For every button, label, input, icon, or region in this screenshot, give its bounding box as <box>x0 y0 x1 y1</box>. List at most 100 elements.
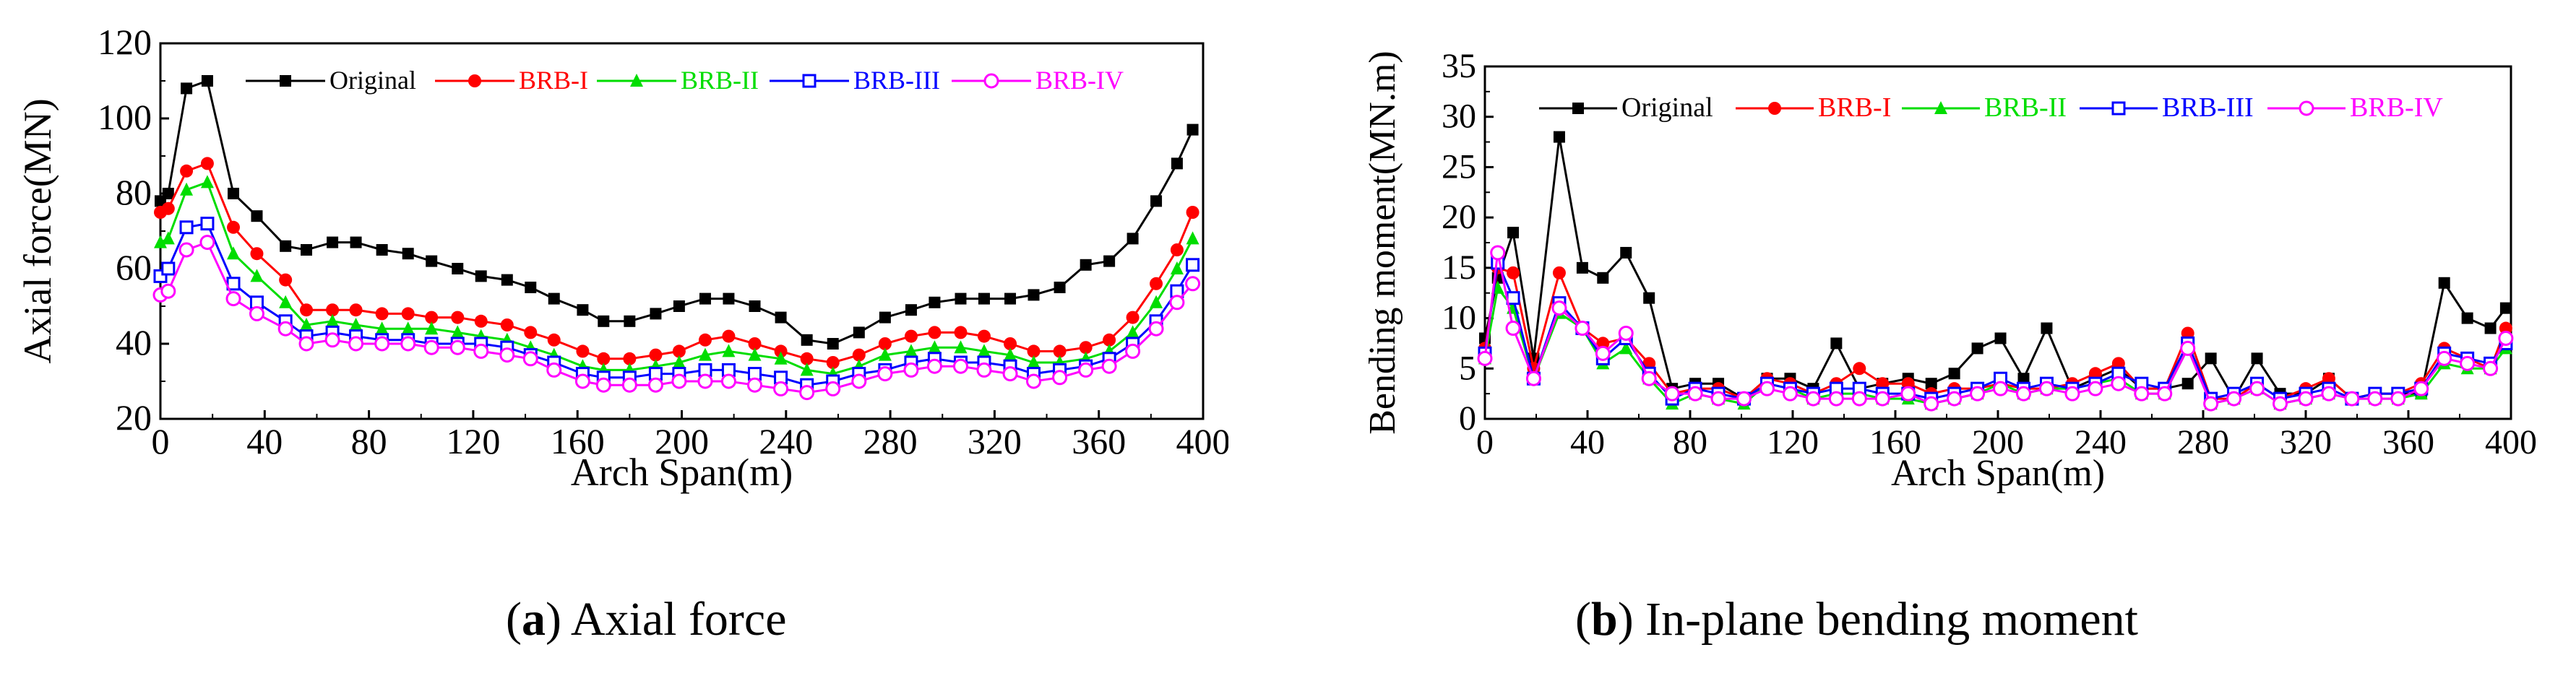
legend-entry: BRB-II <box>597 66 759 95</box>
data-point <box>501 274 513 286</box>
data-point <box>1552 266 1566 279</box>
data-point <box>1186 231 1199 245</box>
data-point <box>2088 381 2103 396</box>
data-point <box>227 246 241 260</box>
data-point <box>349 318 363 331</box>
data-point <box>1169 295 1185 311</box>
x-tick-label: 400 <box>2485 423 2537 461</box>
data-point <box>228 188 240 199</box>
data-point <box>2298 391 2314 407</box>
data-point <box>977 329 991 343</box>
y-axis-label: Axial force(MN) <box>16 98 59 363</box>
data-point <box>801 334 813 346</box>
data-point <box>1947 391 1963 407</box>
data-point <box>200 217 215 231</box>
data-point <box>402 248 414 260</box>
data-point <box>1664 386 1680 402</box>
y-tick-label: 20 <box>1442 198 1476 236</box>
legend-marker <box>802 74 817 88</box>
data-point <box>1148 321 1164 337</box>
data-point <box>852 348 866 362</box>
data-point <box>522 351 538 367</box>
data-point <box>250 247 264 261</box>
y-tick-label: 0 <box>1459 399 1476 438</box>
data-point <box>903 362 919 378</box>
series-brb-iii <box>1478 256 2513 406</box>
data-point <box>1553 131 1565 143</box>
x-tick-label: 40 <box>246 421 283 461</box>
data-point <box>1710 391 1726 407</box>
data-point <box>2205 352 2217 365</box>
data-point <box>200 175 214 188</box>
data-point <box>748 347 762 361</box>
data-point <box>928 326 942 339</box>
data-point <box>697 373 713 389</box>
data-point <box>2180 340 2196 356</box>
x-tick-label: 200 <box>655 421 709 461</box>
data-point <box>1828 391 1844 407</box>
data-point <box>1004 292 1017 305</box>
legend-label: BRB-III <box>853 66 940 95</box>
data-point <box>720 373 736 389</box>
data-point <box>349 303 363 317</box>
data-point <box>2249 381 2265 396</box>
data-point <box>201 75 213 87</box>
data-point <box>1170 261 1184 274</box>
y-tick-label: 80 <box>116 172 152 212</box>
axial-force-chart: 0 40 80 120 160 200 240 280 320 360 400 20 40 60 80 100… <box>16 22 1228 494</box>
data-point <box>1853 362 1866 376</box>
x-tick-label: 80 <box>1673 423 1707 461</box>
data-point <box>929 296 941 308</box>
data-point <box>160 283 176 299</box>
y-tick-label: 40 <box>116 322 152 363</box>
data-point <box>1993 381 2009 396</box>
data-point <box>401 321 415 335</box>
data-point <box>475 270 487 282</box>
data-point <box>1079 341 1093 355</box>
data-point <box>2321 386 2337 402</box>
data-point <box>374 336 390 352</box>
caption-a: (a) Axial force <box>506 593 787 646</box>
data-point <box>904 329 918 343</box>
data-point <box>451 325 465 339</box>
data-point <box>1620 246 1632 259</box>
data-point <box>473 343 489 359</box>
data-point <box>1618 325 1634 341</box>
x-tick-label: 120 <box>1767 423 1819 461</box>
x-tick-label: 320 <box>968 421 1022 461</box>
data-point <box>280 240 292 252</box>
data-point <box>1103 333 1116 347</box>
series-brb-i <box>154 157 1199 369</box>
data-point <box>774 344 788 358</box>
x-axis-label: Arch Span(m) <box>1891 453 2105 494</box>
data-point <box>577 304 589 316</box>
data-point <box>2273 396 2288 412</box>
data-point <box>1171 157 1183 170</box>
legend-entry: BRB-IV <box>2267 92 2443 123</box>
data-point <box>298 336 314 352</box>
data-point <box>722 344 736 357</box>
data-point <box>1026 373 1042 389</box>
series-brb-iv <box>1477 245 2514 412</box>
data-point <box>2064 386 2080 402</box>
series-line <box>1483 136 2507 402</box>
legend-marker <box>1934 101 1947 114</box>
data-point <box>225 291 241 307</box>
data-point <box>671 373 687 389</box>
data-point <box>1507 266 1520 279</box>
data-point <box>1595 345 1611 361</box>
data-point <box>976 362 992 378</box>
data-point <box>425 311 439 324</box>
y-tick-label: 10 <box>1442 299 1476 337</box>
data-point <box>851 373 867 389</box>
legend-entry: BRB-II <box>1902 92 2067 123</box>
data-point <box>1619 341 1633 355</box>
data-point <box>2437 350 2452 366</box>
legend-marker <box>468 74 481 87</box>
data-point <box>649 348 663 362</box>
data-point <box>977 344 991 357</box>
data-point <box>250 269 264 282</box>
data-point <box>1052 370 1068 386</box>
data-point <box>1851 391 1867 407</box>
data-point <box>162 188 174 199</box>
